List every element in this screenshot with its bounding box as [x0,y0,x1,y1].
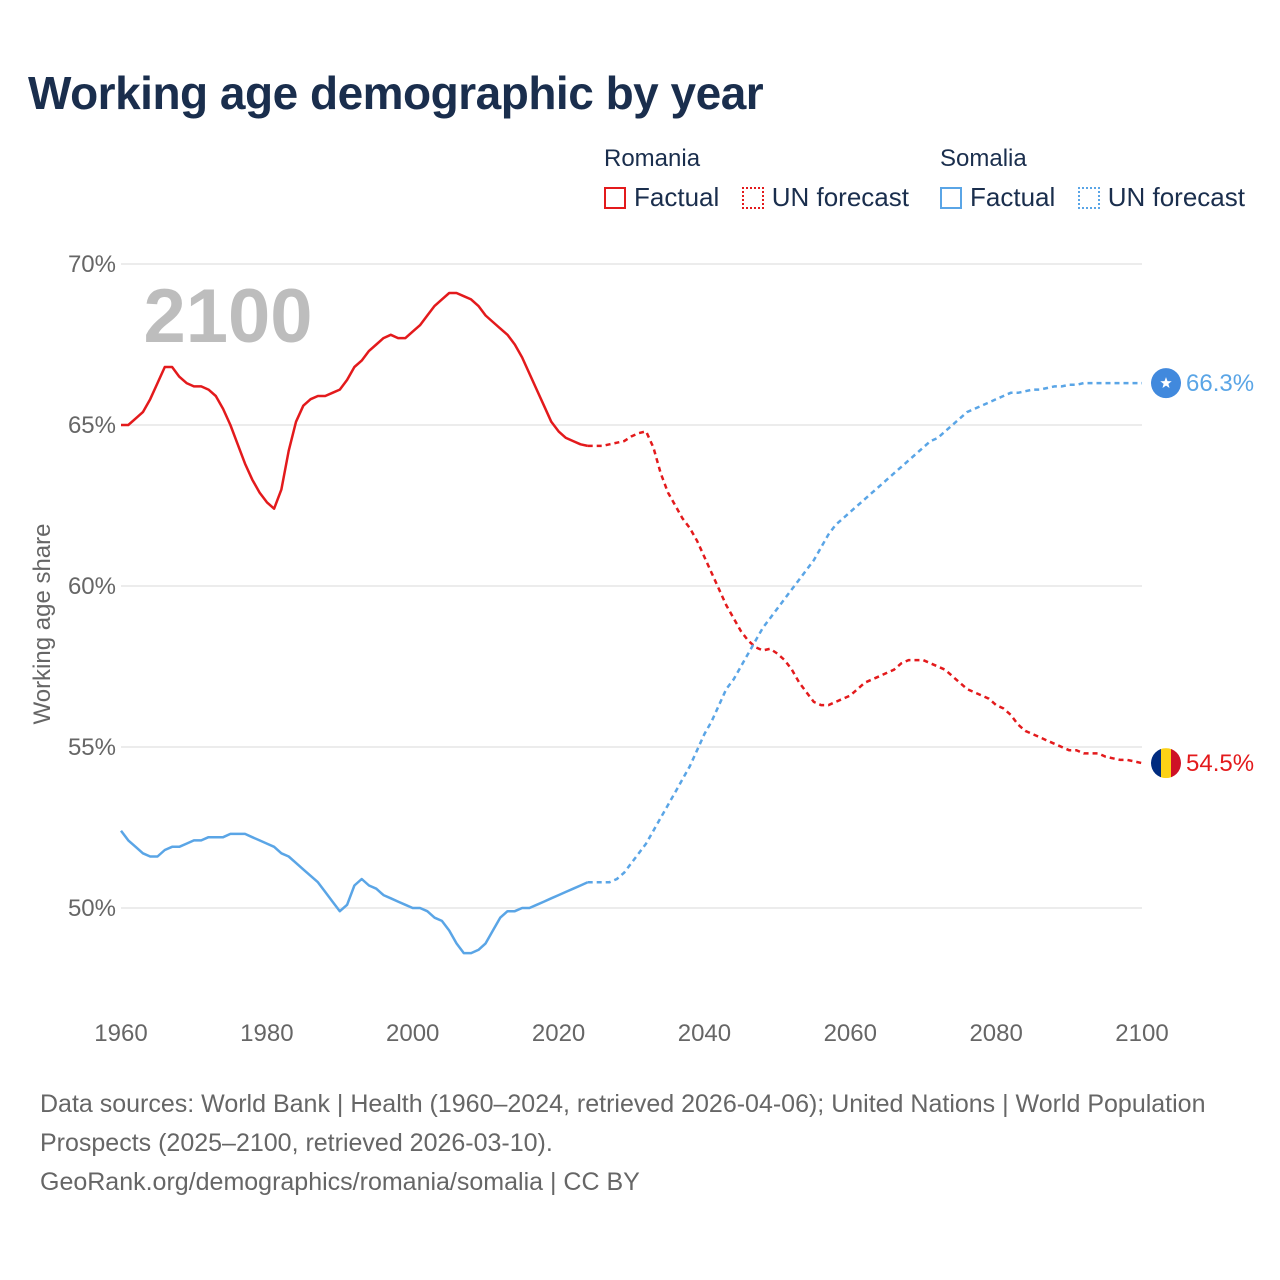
y-tick-label: 65% [68,412,116,439]
legend-label: UN forecast [1107,182,1245,212]
grid-layer [121,263,1142,909]
x-tick-label: 2100 [1115,1020,1168,1047]
source-link[interactable]: GeoRank.org/demographics/romania/somalia… [40,1168,640,1196]
chart-title: Working age demographic by year [28,67,764,119]
legend-group-name: Somalia [940,145,1027,172]
legend-item-somalia-forecast[interactable]: UN forecast [1077,182,1245,213]
legend-label: Factual [970,182,1056,212]
end-marker-layer: 54.5% 66.3% [1151,368,1254,779]
data-sources-text: Data sources: World Bank | Health (1960–… [40,1090,1206,1157]
axis-layer: 50% 55% 60% 65% 70% 1960 1980 2000 2020 2040 2060 2… [68,251,1169,1047]
y-tick-label: 50% [68,895,116,922]
legend-swatch-dotted [1077,186,1100,209]
series-line-somalia-forecast[interactable] [587,381,1142,884]
end-value-label-somalia: 66.3% [1186,370,1254,397]
legend-group-romania: Romania Factual UN forecast [604,144,909,212]
x-tick-label: 1960 [94,1020,147,1047]
legend-swatch-solid [940,186,962,209]
series-line-romania-factual[interactable] [121,291,588,510]
x-tick-label: 1980 [240,1020,293,1047]
legend-label: Factual [634,182,720,212]
somalia-flag-icon [1151,368,1181,399]
y-tick-label: 55% [68,734,116,761]
x-tick-label: 2060 [824,1020,877,1047]
series-line-somalia-factual[interactable] [120,829,589,955]
legend-swatch-solid [604,186,626,209]
y-axis-label: Working age share [29,524,56,725]
y-tick-label: 60% [68,573,116,600]
year-watermark: 2100 [143,274,312,359]
legend-row: Factual UN forecast [604,182,909,214]
legend-label: UN forecast [771,182,909,212]
legend-item-romania-forecast[interactable]: UN forecast [741,182,909,213]
legend-item-romania-factual[interactable]: Factual [604,182,719,213]
legend-group-name: Romania [604,145,701,172]
romania-flag-icon [1151,748,1181,779]
legend-group-somalia: Somalia Factual UN forecast [940,144,1245,212]
x-tick-label: 2000 [386,1020,439,1047]
series-layer [120,291,1143,955]
legend-swatch-dotted [741,186,764,209]
star-icon [1160,377,1172,388]
series-line-romania-forecast[interactable] [587,429,1143,765]
footer: Data sources: World Bank | Health (1960–… [40,1085,1220,1202]
x-tick-label: 2020 [532,1020,585,1047]
legend-item-somalia-factual[interactable]: Factual [940,182,1055,213]
y-tick-label: 70% [68,251,116,278]
x-tick-label: 2080 [969,1020,1022,1047]
legend-row: Factual UN forecast [940,182,1245,214]
end-value-label-romania: 54.5% [1186,750,1254,777]
x-tick-label: 2040 [678,1020,731,1047]
